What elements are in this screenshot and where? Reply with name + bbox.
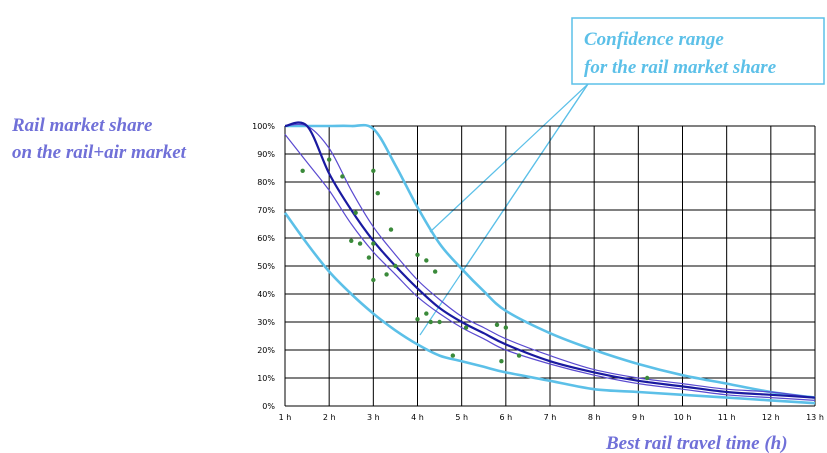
x-tick-label-9: 10 h — [674, 413, 692, 422]
data-point-22 — [463, 325, 469, 330]
curve-inner-upper — [284, 123, 816, 399]
x-tick-label-10: 11 h — [718, 413, 736, 422]
y-tick-label-9: 90% — [257, 150, 275, 159]
data-point-24 — [503, 325, 509, 330]
y-tick-label-0: 0% — [262, 402, 275, 411]
curves — [283, 121, 816, 405]
annotation-pointer-1 — [429, 83, 589, 233]
y-tick-label-6: 60% — [257, 234, 275, 243]
y-tick-label-4: 40% — [257, 290, 275, 299]
y-tick-label-5: 50% — [257, 262, 275, 271]
x-tick-label-1: 2 h — [323, 413, 336, 422]
curve-inner-lower — [284, 134, 816, 401]
x-tick-label-4: 5 h — [455, 413, 468, 422]
data-point-6 — [371, 168, 376, 173]
y-tick-label-1: 10% — [257, 374, 275, 383]
data-point-10 — [384, 272, 389, 277]
data-point-4 — [349, 238, 354, 243]
curve-central-curve — [284, 121, 816, 399]
x-tick-label-3: 4 h — [411, 413, 424, 422]
x-tick-label-6: 7 h — [544, 413, 557, 422]
data-point-19 — [432, 269, 438, 274]
scatter-points — [300, 157, 650, 381]
x-axis-title: Best rail travel time (h) — [605, 433, 788, 453]
annotation-line-1: Confidence range — [584, 29, 724, 50]
x-tick-label-2: 3 h — [367, 413, 380, 422]
annotation-box — [571, 17, 825, 85]
data-point-27 — [644, 375, 650, 381]
data-point-16 — [415, 317, 420, 322]
y-tick-label-10: 100% — [252, 122, 275, 131]
data-point-26 — [516, 353, 522, 358]
data-point-18 — [428, 319, 433, 325]
y-axis-title-line-1: Rail market share — [11, 115, 153, 136]
data-point-2 — [340, 174, 345, 179]
tick-labels: 1 h 2 h 3 h 4 h 5 h 6 h 7 h 8 h 9 h 10 h 11 h 12 h 1… — [252, 122, 824, 422]
y-axis-title-line-2: on the rail+air market — [12, 142, 187, 163]
data-point-12 — [371, 241, 376, 246]
data-point-9 — [371, 277, 376, 283]
x-tick-label-7: 8 h — [588, 413, 601, 422]
x-tick-label-8: 9 h — [632, 413, 645, 422]
data-point-23 — [494, 322, 500, 327]
data-point-14 — [415, 252, 420, 257]
y-tick-label-8: 80% — [257, 178, 275, 187]
data-point-0 — [300, 168, 305, 173]
data-point-5 — [357, 241, 363, 246]
annotation-line-2: for the rail market share — [584, 57, 777, 78]
y-tick-label-3: 30% — [257, 318, 275, 327]
data-point-3 — [353, 210, 358, 215]
x-tick-label-11: 12 h — [762, 413, 780, 422]
curve-confidence-upper — [285, 123, 816, 399]
x-tick-label-5: 6 h — [499, 413, 512, 422]
data-point-8 — [366, 255, 372, 260]
data-point-25 — [499, 359, 504, 364]
data-point-20 — [437, 319, 442, 325]
data-point-17 — [424, 311, 429, 316]
data-point-7 — [375, 191, 380, 196]
data-point-21 — [450, 353, 456, 358]
y-tick-label-2: 20% — [257, 346, 275, 355]
grid — [284, 125, 816, 407]
x-tick-label-12: 13 h — [806, 413, 824, 422]
data-point-1 — [326, 157, 332, 162]
x-tick-label-0: 1 h — [279, 413, 292, 422]
data-point-11 — [388, 227, 394, 232]
y-tick-label-7: 70% — [257, 206, 275, 215]
curve-confidence-lower — [283, 212, 816, 405]
data-point-13 — [393, 263, 398, 269]
data-point-15 — [424, 258, 429, 263]
